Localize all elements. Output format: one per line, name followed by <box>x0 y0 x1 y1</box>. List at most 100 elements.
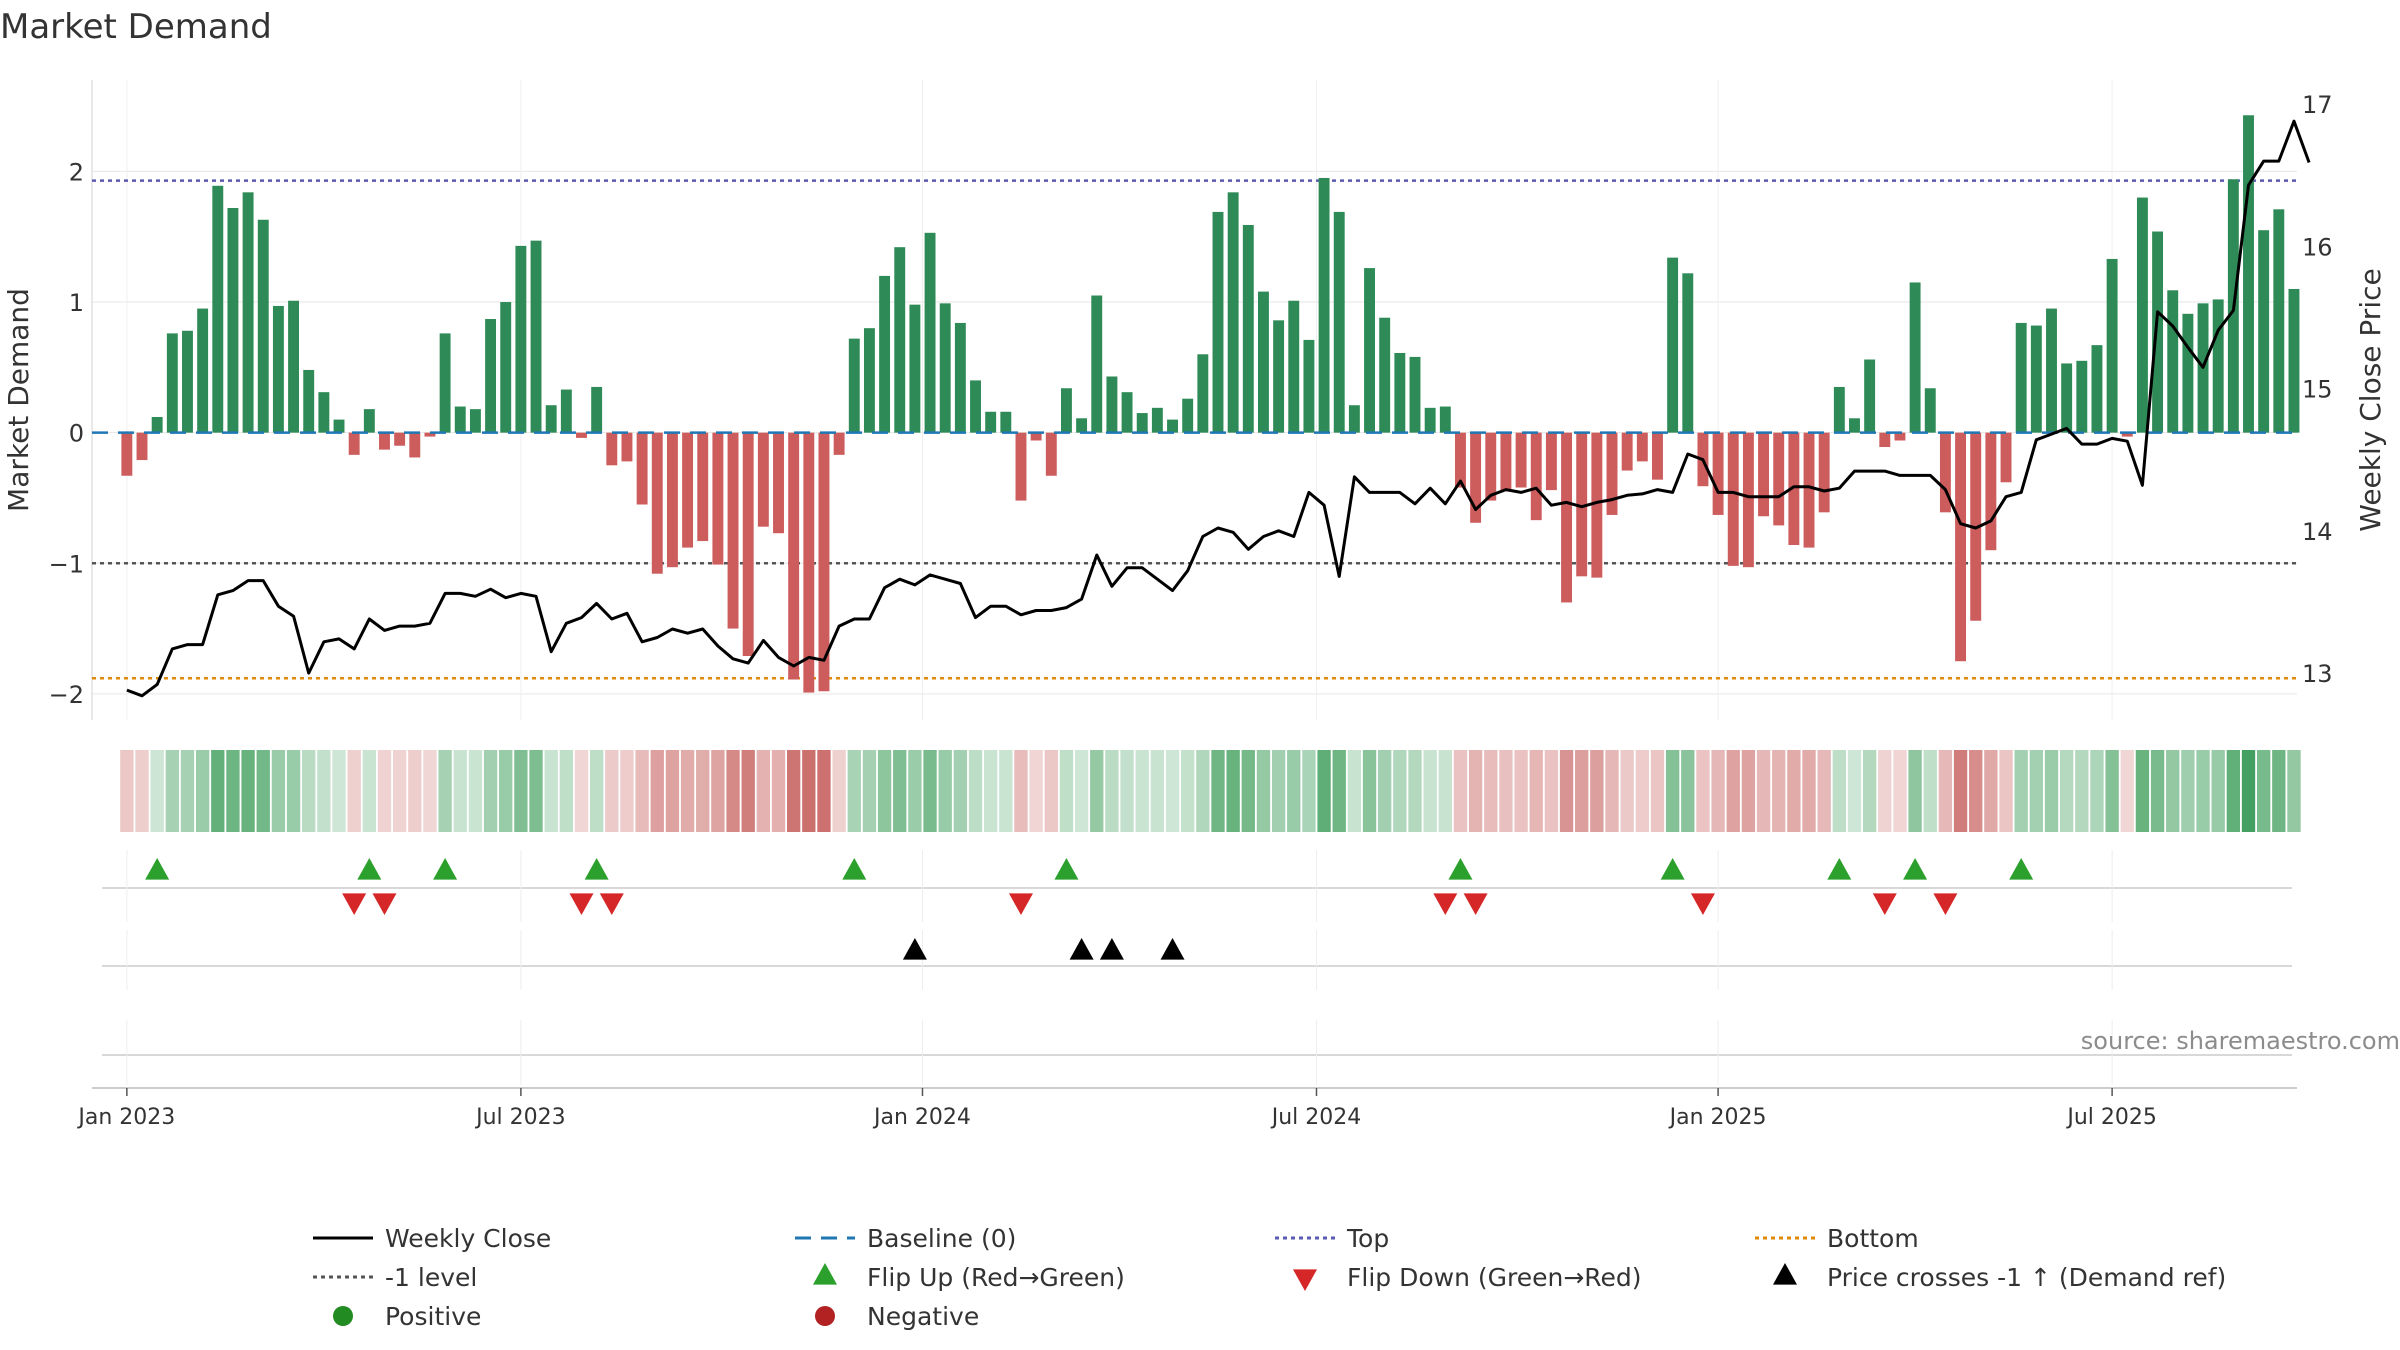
source-text: source: sharemaestro.com <box>2081 1027 2400 1055</box>
heat-cell <box>1923 750 1937 832</box>
demand-bar <box>1939 432 1951 513</box>
demand-bar <box>576 432 587 438</box>
heat-cell <box>544 750 558 832</box>
heat-cell <box>1105 750 1119 832</box>
y-tick-label-right: 17 <box>2302 91 2333 119</box>
heat-cell <box>2014 750 2028 832</box>
demand-bar <box>197 308 209 433</box>
demand-bar <box>682 432 694 548</box>
heat-cell <box>1332 750 1346 832</box>
demand-bar <box>257 219 269 433</box>
demand-bar <box>1621 432 1633 471</box>
demand-bar <box>1409 356 1421 433</box>
weekly-close-line <box>126 119 2311 698</box>
heat-cell <box>453 750 467 832</box>
heat-cell <box>2181 750 2195 832</box>
demand-bar <box>121 432 133 476</box>
demand-bar <box>424 432 436 437</box>
demand-bar <box>2106 258 2118 433</box>
demand-bar <box>1303 339 1315 433</box>
demand-bar <box>1530 432 1542 521</box>
y-tick-label-left: 2 <box>69 158 84 186</box>
heat-cell <box>1681 750 1695 832</box>
heat-cell <box>302 750 316 832</box>
demand-bar <box>1455 432 1466 488</box>
legend-label: Top <box>1346 1224 1389 1253</box>
demand-bar <box>2030 325 2042 433</box>
x-tick-label: Jul 2025 <box>2065 1105 2157 1130</box>
x-tick-label: Jul 2023 <box>474 1105 566 1130</box>
flip-down-marker <box>1463 893 1488 915</box>
heat-cell <box>741 750 755 832</box>
demand-bar <box>1909 282 1921 433</box>
demand-bar <box>2243 115 2254 433</box>
demand-bar <box>1545 432 1557 491</box>
heat-cell <box>1438 750 1452 832</box>
heat-cell <box>1726 750 1740 832</box>
demand-bar <box>1364 268 1375 433</box>
y-tick-label-left: −1 <box>49 550 84 578</box>
demand-bar <box>2000 432 2012 483</box>
demand-bar <box>2015 322 2027 433</box>
demand-bar <box>1667 257 1679 433</box>
legend-label: Baseline (0) <box>867 1224 1016 1253</box>
demand-bar <box>727 432 739 629</box>
heat-cell <box>2075 750 2089 832</box>
heat-cell <box>999 750 1013 832</box>
demand-bar <box>485 319 497 433</box>
heat-cell <box>2029 750 2044 832</box>
heat-cell <box>711 750 725 832</box>
demand-bar <box>1045 432 1057 476</box>
demand-bar <box>515 245 527 433</box>
demand-bar <box>1955 432 1967 662</box>
heat-cell <box>862 750 877 832</box>
price-cross-marker <box>1160 938 1185 960</box>
y-tick-label-right: 16 <box>2302 233 2333 261</box>
heat-cell <box>1362 750 1377 832</box>
heat-cell <box>195 750 210 832</box>
demand-bar <box>1212 211 1224 433</box>
heat-cell <box>605 750 619 832</box>
demand-bar <box>1742 432 1754 568</box>
heat-cell <box>1484 750 1498 832</box>
demand-bar <box>1470 432 1482 523</box>
demand-bar <box>333 419 345 433</box>
heat-cell <box>1847 750 1862 832</box>
flip-down-marker <box>372 893 397 915</box>
heat-cell <box>1772 750 1786 832</box>
demand-bar <box>1439 406 1451 433</box>
heat-cell <box>392 750 407 832</box>
heat-cell <box>2226 750 2241 832</box>
heat-cell <box>1953 750 1968 832</box>
heat-cell <box>1453 750 1468 832</box>
heat-cell <box>241 750 255 832</box>
demand-bar <box>757 432 769 527</box>
demand-bar <box>954 322 966 433</box>
heat-cell <box>620 750 634 832</box>
flip-up-marker <box>1827 858 1852 880</box>
heat-cell <box>1150 750 1165 832</box>
demand-bar <box>1091 295 1103 433</box>
heat-cell <box>2166 750 2180 832</box>
heat-cell <box>256 750 270 832</box>
demand-bar <box>1485 432 1497 501</box>
demand-bar <box>1288 300 1300 433</box>
heat-cell <box>226 750 240 832</box>
demand-bar <box>2091 345 2103 433</box>
demand-bar <box>1682 273 1694 433</box>
demand-bar <box>136 432 148 461</box>
x-axis: Jan 2023 Jul 2023 Jan 2024 Jul 2024 Jan 2025… <box>76 1087 2297 1130</box>
heat-cell <box>1256 750 1271 832</box>
demand-bar <box>212 185 224 433</box>
heat-cell <box>1817 750 1831 832</box>
heat-cell <box>847 750 861 832</box>
flip-down-marker <box>599 893 624 915</box>
flip-up-marker <box>1660 858 1685 880</box>
demand-bar <box>2136 197 2148 433</box>
demand-bar <box>394 432 406 446</box>
demand-bar <box>909 304 921 433</box>
heat-cell <box>877 750 892 832</box>
demand-bar <box>833 432 845 455</box>
heat-cell <box>1635 750 1649 832</box>
heat-cell <box>165 750 179 832</box>
